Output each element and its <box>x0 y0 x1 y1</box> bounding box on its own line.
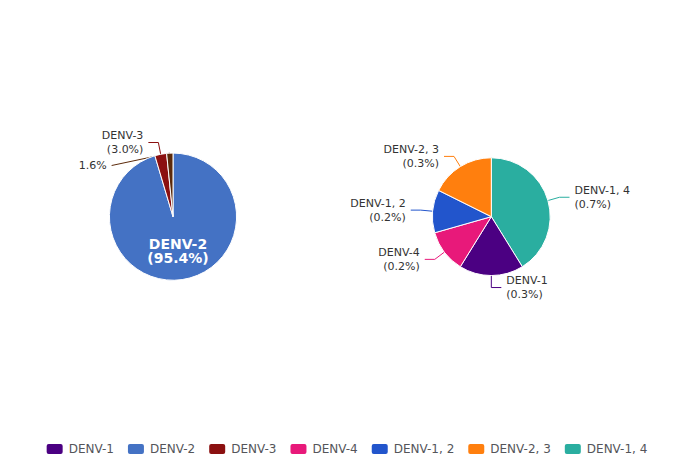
svg-text:DENV-2: DENV-2 <box>148 236 208 253</box>
svg-text:(0.2%): (0.2%) <box>369 211 406 224</box>
svg-text:DENV-1: DENV-1 <box>69 442 114 456</box>
svg-text:DENV-2, 3: DENV-2, 3 <box>490 442 551 456</box>
svg-text:1.6%: 1.6% <box>79 159 107 172</box>
svg-text:(95.4%): (95.4%) <box>147 250 208 266</box>
svg-text:DENV-1, 4: DENV-1, 4 <box>574 184 630 197</box>
svg-text:(3.0%): (3.0%) <box>107 143 144 156</box>
svg-text:DENV-4: DENV-4 <box>378 246 420 259</box>
svg-text:(0.3%): (0.3%) <box>506 288 543 301</box>
svg-text:DENV-1, 2: DENV-1, 2 <box>350 197 406 210</box>
svg-text:(0.3%): (0.3%) <box>402 157 439 170</box>
svg-text:DENV-1: DENV-1 <box>506 274 548 287</box>
svg-text:DENV-2, 3: DENV-2, 3 <box>384 143 440 156</box>
svg-text:DENV-1, 4: DENV-1, 4 <box>587 442 648 456</box>
svg-text:DENV-2: DENV-2 <box>150 442 195 456</box>
svg-text:DENV-3: DENV-3 <box>102 129 144 142</box>
svg-text:(0.7%): (0.7%) <box>574 198 611 211</box>
svg-text:DENV-3: DENV-3 <box>231 442 276 456</box>
svg-text:DENV-1, 2: DENV-1, 2 <box>394 442 455 456</box>
svg-text:DENV-4: DENV-4 <box>312 442 357 456</box>
svg-text:(0.2%): (0.2%) <box>383 260 420 273</box>
